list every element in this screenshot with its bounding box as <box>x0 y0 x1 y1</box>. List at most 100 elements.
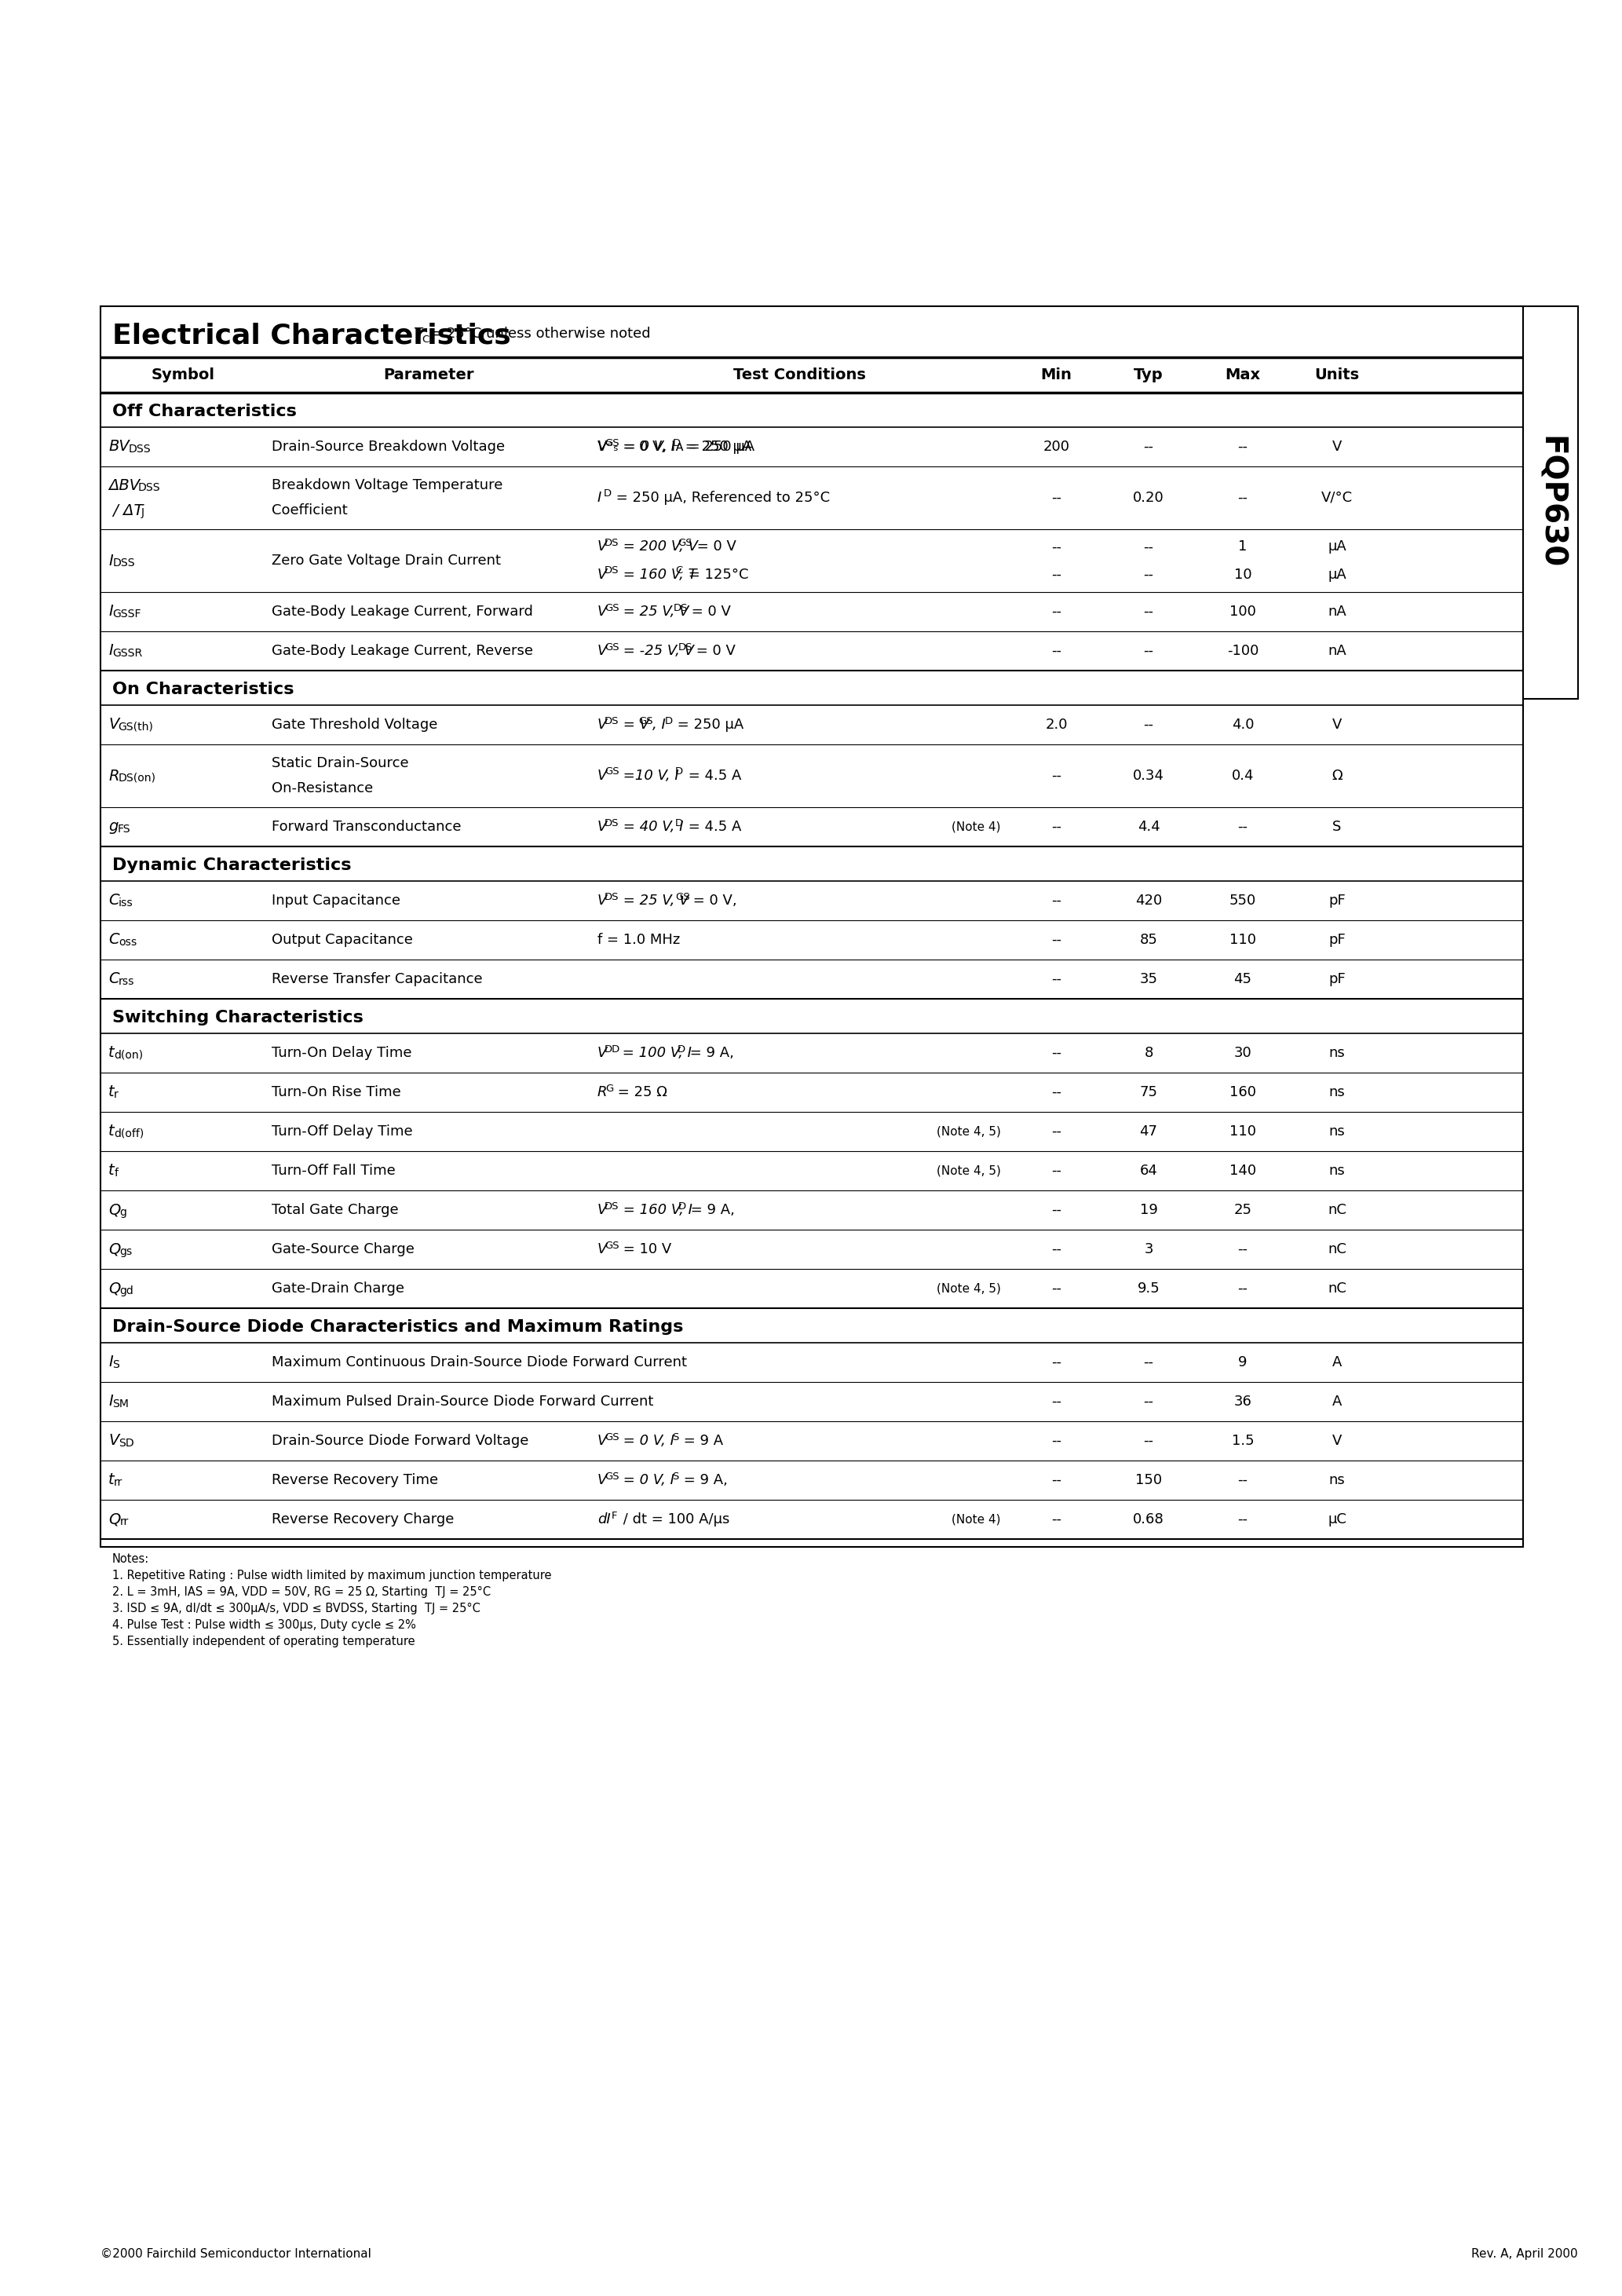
Text: 550: 550 <box>1229 893 1257 907</box>
Text: R: R <box>597 1086 607 1100</box>
Text: C: C <box>675 565 683 576</box>
Text: (Note 4): (Note 4) <box>952 822 1001 833</box>
Text: Max: Max <box>1225 367 1260 383</box>
Text: --: -- <box>1144 643 1153 659</box>
Text: Drain-Source Breakdown Voltage: Drain-Source Breakdown Voltage <box>271 441 504 455</box>
Text: DSS: DSS <box>138 482 161 494</box>
Text: DS: DS <box>605 1201 620 1212</box>
Text: --: -- <box>1144 1394 1153 1410</box>
Text: G: G <box>605 1084 613 1093</box>
Text: 9.5: 9.5 <box>1137 1281 1160 1295</box>
Text: d(off): d(off) <box>114 1127 144 1139</box>
Text: V: V <box>109 1433 118 1449</box>
Text: DS: DS <box>605 891 620 902</box>
Text: --: -- <box>1144 441 1153 455</box>
Text: On Characteristics: On Characteristics <box>112 682 294 698</box>
Text: Electrical Characteristics: Electrical Characteristics <box>112 324 511 349</box>
Text: 200: 200 <box>1043 441 1069 455</box>
Text: V: V <box>597 1474 607 1488</box>
Text: DS(on): DS(on) <box>118 771 156 783</box>
Text: DS: DS <box>673 602 688 613</box>
Text: = 9 A,: = 9 A, <box>680 1474 728 1488</box>
Text: Reverse Recovery Time: Reverse Recovery Time <box>271 1474 438 1488</box>
Text: 75: 75 <box>1140 1086 1158 1100</box>
Text: ©2000 Fairchild Semiconductor International: ©2000 Fairchild Semiconductor Internatio… <box>101 2248 371 2259</box>
Text: 3: 3 <box>1144 1242 1153 1256</box>
Text: = 0 V: = 0 V <box>693 540 736 553</box>
Text: = 0 V, I: = 0 V, I <box>620 441 675 455</box>
Text: --: -- <box>1238 1281 1247 1295</box>
Text: 47: 47 <box>1140 1125 1158 1139</box>
Text: Dynamic Characteristics: Dynamic Characteristics <box>112 859 352 872</box>
Text: = 10 V: = 10 V <box>618 1242 672 1256</box>
Text: 2. L = 3mH, IAS = 9A, VDD = 50V, RG = 25 Ω, Starting  TJ = 25°C: 2. L = 3mH, IAS = 9A, VDD = 50V, RG = 25… <box>112 1587 491 1598</box>
Text: Off Characteristics: Off Characteristics <box>112 404 297 420</box>
Text: 0.34: 0.34 <box>1132 769 1165 783</box>
Text: V: V <box>1332 1433 1341 1449</box>
Text: t: t <box>109 1125 114 1139</box>
Text: C: C <box>422 335 428 344</box>
Text: GS: GS <box>639 716 654 726</box>
Text: dI: dI <box>597 1513 610 1527</box>
Text: = 250 μA: = 250 μA <box>681 441 751 455</box>
Text: Breakdown Voltage Temperature: Breakdown Voltage Temperature <box>271 478 503 491</box>
Text: 19: 19 <box>1140 1203 1158 1217</box>
Text: --: -- <box>1051 893 1061 907</box>
Text: C: C <box>109 932 118 948</box>
Text: Gate-Source Charge: Gate-Source Charge <box>271 1242 415 1256</box>
Text: Static Drain-Source: Static Drain-Source <box>271 755 409 769</box>
Text: --: -- <box>1051 1047 1061 1061</box>
Text: 36: 36 <box>1234 1394 1252 1410</box>
Text: iss: iss <box>118 898 133 909</box>
Text: --: -- <box>1051 971 1061 987</box>
Text: ns: ns <box>1328 1086 1345 1100</box>
Text: Test Conditions: Test Conditions <box>733 367 866 383</box>
Text: 64: 64 <box>1140 1164 1158 1178</box>
Text: / ΔT: / ΔT <box>109 503 143 519</box>
Text: 45: 45 <box>1234 971 1252 987</box>
Text: ns: ns <box>1328 1164 1345 1178</box>
Text: 1. Repetitive Rating : Pulse width limited by maximum junction temperature: 1. Repetitive Rating : Pulse width limit… <box>112 1570 551 1582</box>
Text: --: -- <box>1051 1242 1061 1256</box>
Text: V: V <box>597 441 607 455</box>
Text: On-Resistance: On-Resistance <box>271 781 373 794</box>
Text: V: V <box>597 540 607 553</box>
Text: GS: GS <box>605 439 620 448</box>
Text: d(on): d(on) <box>114 1049 143 1061</box>
Text: Parameter: Parameter <box>383 367 474 383</box>
Text: GSSR: GSSR <box>112 647 143 659</box>
Text: r: r <box>114 1088 118 1100</box>
Text: V: V <box>1332 441 1341 455</box>
Text: F: F <box>611 1511 618 1520</box>
Text: μA: μA <box>1328 540 1346 553</box>
Text: A: A <box>1332 1394 1341 1410</box>
Text: Gate-Drain Charge: Gate-Drain Charge <box>271 1281 404 1295</box>
Text: Turn-Off Fall Time: Turn-Off Fall Time <box>271 1164 396 1178</box>
Text: SD: SD <box>118 1437 135 1449</box>
Text: g: g <box>109 820 118 833</box>
Text: DSS: DSS <box>112 558 135 567</box>
Text: Coefficient: Coefficient <box>271 503 347 517</box>
Text: 1: 1 <box>1238 540 1247 553</box>
Text: Min: Min <box>1041 367 1072 383</box>
Text: --: -- <box>1051 1513 1061 1527</box>
Text: Output Capacitance: Output Capacitance <box>271 932 414 946</box>
Text: SM: SM <box>112 1398 130 1410</box>
Text: I: I <box>109 1394 114 1410</box>
Text: D: D <box>678 1045 686 1054</box>
Text: --: -- <box>1051 769 1061 783</box>
Text: t: t <box>109 1472 114 1488</box>
Text: DSS: DSS <box>128 443 151 455</box>
Text: GS: GS <box>605 602 620 613</box>
Text: = 40 V, I: = 40 V, I <box>618 820 683 833</box>
Text: --: -- <box>1051 567 1061 581</box>
Text: GS: GS <box>605 1472 620 1481</box>
Text: t: t <box>109 1164 114 1178</box>
Text: V: V <box>597 893 607 907</box>
Text: S: S <box>112 1359 120 1371</box>
Text: Gate-Body Leakage Current, Reverse: Gate-Body Leakage Current, Reverse <box>271 643 534 659</box>
Text: Turn-Off Delay Time: Turn-Off Delay Time <box>271 1125 412 1139</box>
Text: = 25°C unless otherwise noted: = 25°C unless otherwise noted <box>430 326 650 340</box>
Text: DS: DS <box>678 643 693 652</box>
Text: Forward Transconductance: Forward Transconductance <box>271 820 461 833</box>
